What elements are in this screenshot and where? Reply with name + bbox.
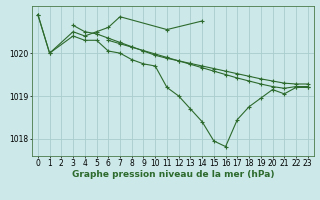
X-axis label: Graphe pression niveau de la mer (hPa): Graphe pression niveau de la mer (hPa) [72,170,274,179]
